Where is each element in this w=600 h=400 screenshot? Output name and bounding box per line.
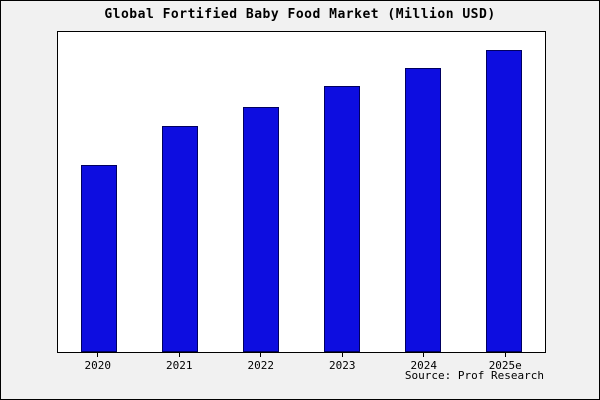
- bar-2025e: [486, 50, 523, 352]
- bar-2023: [324, 86, 361, 352]
- bar-cell: [383, 32, 464, 352]
- x-axis-label-text: 2024: [410, 359, 438, 372]
- x-axis-label-2024: 2024: [383, 353, 465, 372]
- bar-cell: [58, 32, 139, 352]
- x-axis-labels: 2020 2021 2022 2023 2024 2025e: [57, 353, 546, 372]
- axis-tick: [504, 353, 506, 357]
- x-axis-label-text: 2023: [329, 359, 356, 372]
- bar-cell: [464, 32, 545, 352]
- x-axis-label-2020: 2020: [57, 353, 139, 372]
- axis-tick: [97, 353, 99, 357]
- bars: [58, 32, 545, 352]
- axis-tick: [423, 353, 425, 357]
- bar-cell: [302, 32, 383, 352]
- bar-2020: [80, 164, 117, 352]
- x-axis-label-text: 2020: [84, 359, 112, 372]
- bar-2021: [161, 125, 198, 352]
- x-axis-label-text: 2021: [166, 359, 193, 372]
- x-axis-label-text: 2022: [247, 359, 275, 372]
- x-axis-label-2023: 2023: [302, 353, 384, 372]
- bar-cell: [220, 32, 301, 352]
- x-axis-label-2022: 2022: [220, 353, 302, 372]
- x-axis-label-text: 2025e: [488, 359, 522, 372]
- bar-cell: [139, 32, 220, 352]
- x-axis-label-2025e: 2025e: [465, 353, 547, 372]
- axis-tick: [178, 353, 180, 357]
- source-text: Source: Prof Research: [404, 369, 544, 382]
- plot-area: [57, 31, 546, 353]
- axis-tick: [341, 353, 343, 357]
- chart-title: Global Fortified Baby Food Market (Milli…: [104, 7, 496, 22]
- axis-tick: [260, 353, 262, 357]
- bar-2024: [405, 68, 442, 352]
- x-axis-label-2021: 2021: [139, 353, 221, 372]
- bar-2022: [242, 107, 279, 352]
